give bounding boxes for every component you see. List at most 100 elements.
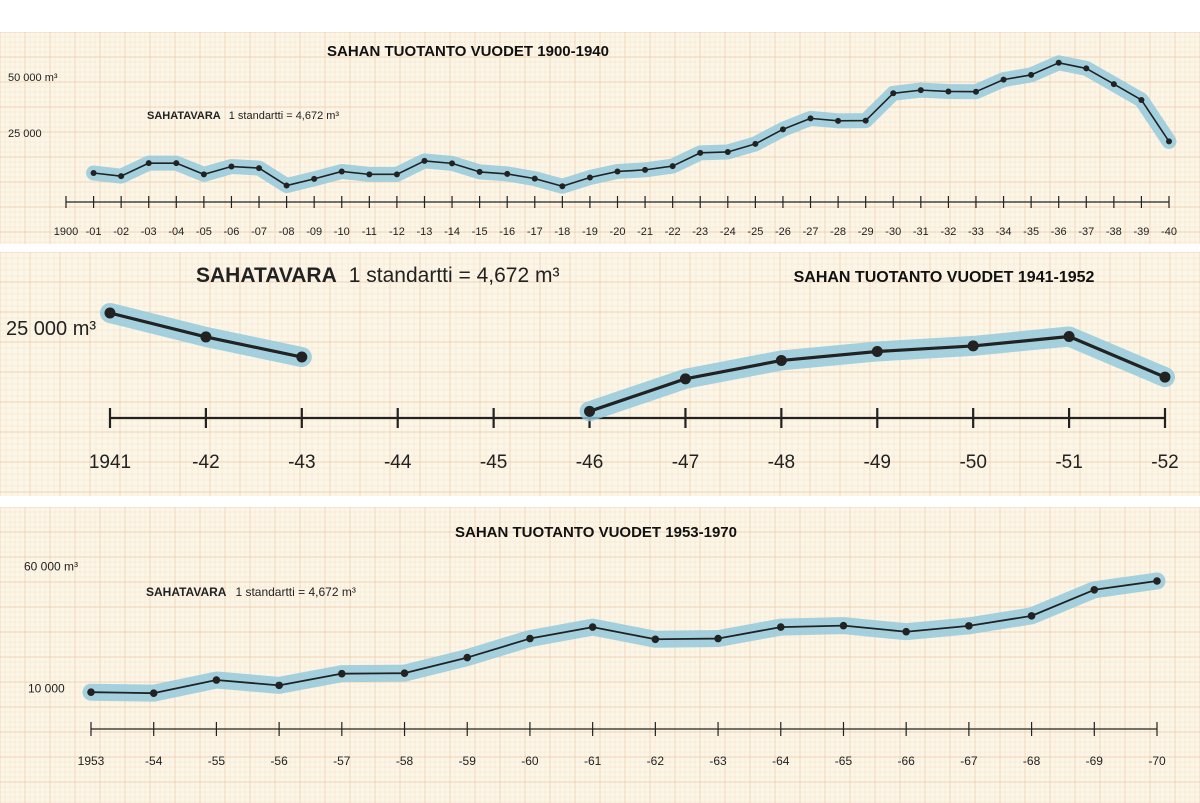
chart-marks: 1900 -01 -02 -03 -04 -05 -06 -07 -08 -09 -10 -11 -12… [8,55,1177,238]
x-tick-label: -19 [582,226,598,238]
data-point [614,168,621,175]
data-point [1000,76,1007,83]
data-point [118,173,125,180]
x-tick-label: -35 [1023,226,1039,238]
series-line [93,62,1170,188]
x-tick-label: -13 [417,226,433,238]
x-tick-label: -28 [830,226,846,238]
x-tick-label: -23 [692,226,708,238]
data-point [890,90,897,97]
x-tick-label: -12 [389,226,405,238]
data-point [839,621,848,630]
x-tick-label: 1941 [89,452,131,473]
data-point [871,345,883,357]
x-tick-label: -15 [472,226,488,238]
x-tick-label: -33 [968,226,984,238]
data-point [965,622,973,630]
x-tick-label: -21 [637,226,653,238]
x-tick-label: -47 [672,452,699,473]
x-tick-label: -56 [270,754,288,768]
graph-paper-grid [0,32,1200,244]
x-tick-label: -69 [1086,754,1104,768]
chart-panel-1900-1940: SAHAN TUOTANTO VUODET 1900-1940 SAHATAVA… [0,32,1200,244]
x-tick-label: -50 [959,452,986,473]
data-point [275,681,283,690]
data-point [1063,331,1075,343]
data-point [256,165,263,172]
x-tick-label: -10 [334,226,350,238]
chart-marks: 1941 -42 -43 -44 -45 -46 -47 -48 -49 -50 -51 -52 25 … [6,303,1179,473]
data-point [902,627,910,636]
data-point [149,689,158,697]
x-tick-label: -46 [576,452,603,473]
chart-1953-1970: SAHAN TUOTANTO VUODET 1953-1970 SAHATAVA… [0,507,1200,803]
graph-paper-grid [0,507,1200,803]
unit-note-bold: SAHATAVARA [196,264,337,287]
chart-title: SAHAN TUOTANTO VUODET 1900-1940 [327,43,609,60]
x-tick-label: -07 [251,226,267,238]
data-point [173,160,180,167]
data-point [862,117,869,124]
x-tick-label: -11 [362,226,377,238]
unit-note-text: 1 standartti = 4,672 m³ [349,264,560,287]
chart-marks: 1953 -54 -55 -56 -57 -58 -59 -60 -61 -62 -63 -64 -65… [24,560,1166,768]
data-point [776,623,785,631]
x-tick-label: -04 [168,226,184,238]
x-tick-label: -64 [772,754,790,768]
x-tick-label: -62 [647,754,665,768]
x-tick-label: -61 [584,754,602,768]
y-tick-label: 25 000 [8,128,42,140]
x-tick-label: -17 [527,226,543,238]
x-tick-label: -26 [775,226,791,238]
x-tick-label: -44 [384,452,412,473]
x-tick-label: -38 [1106,226,1122,238]
x-tick-label: -34 [996,226,1012,238]
data-point [679,373,691,385]
data-point [972,88,979,95]
data-point [1027,612,1036,620]
data-point [504,170,511,177]
data-point [651,635,660,644]
x-tick-label: -54 [145,754,163,768]
y-tick-label: 50 000 m³ [8,72,58,84]
x-tick-label: -60 [521,754,539,768]
x-tick-label: -02 [113,226,129,238]
x-tick-label: -49 [864,452,891,473]
unit-note-bold: SAHATAVARA [146,585,227,599]
data-point [967,340,979,352]
x-tick-label: -37 [1078,226,1094,238]
data-point [669,163,676,170]
data-point [338,669,346,678]
data-point [835,117,842,124]
data-point [724,148,731,155]
data-point [311,175,318,182]
y-tick-label: 60 000 m³ [24,560,78,574]
x-tick-label: -03 [141,226,157,238]
chart-title: SAHAN TUOTANTO VUODET 1953-1970 [455,524,737,541]
data-point [296,351,308,363]
x-tick-label: -43 [288,452,315,473]
x-tick-label: -57 [333,754,351,768]
x-tick-label: -32 [940,226,956,238]
x-tick-label: -08 [279,226,295,238]
data-point [200,171,207,178]
x-tick-label: -30 [885,226,901,238]
graph-paper-grid [0,252,1200,496]
data-point [463,653,472,662]
data-point [366,171,373,178]
data-point [90,170,97,177]
data-point [779,126,786,133]
x-tick-label: -39 [1133,226,1149,238]
x-tick-label: -18 [554,226,570,238]
x-tick-label: -45 [480,452,507,473]
x-tick-label: -59 [459,754,477,768]
data-point [421,157,428,164]
x-tick-label: -51 [1055,452,1082,473]
data-point [1055,59,1062,66]
data-point [1083,65,1090,72]
unit-note: SAHATAVARA 1 standartti = 4,672 m³ [196,264,559,287]
x-tick-label: -09 [306,226,322,238]
data-point [200,331,212,343]
chart-1941-1952: SAHAN TUOTANTO VUODET 1941-1952 SAHATAVA… [0,252,1200,496]
x-tick-label: -01 [86,226,102,238]
